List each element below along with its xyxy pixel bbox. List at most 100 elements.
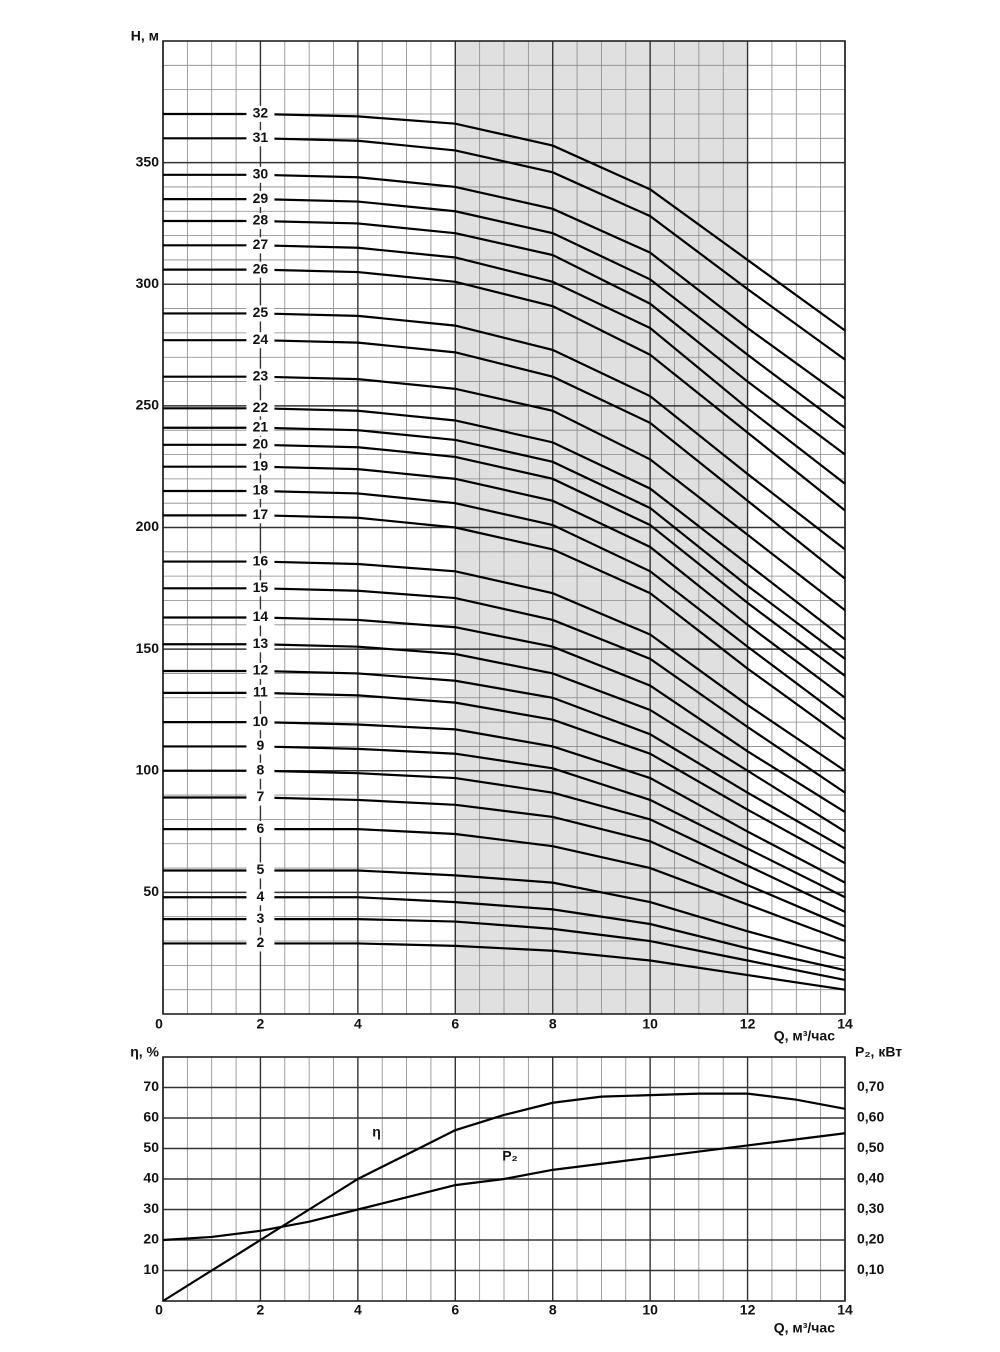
x-tick-label: 12 — [740, 1016, 756, 1032]
label-bg — [246, 191, 275, 208]
y-tick-label: 50 — [143, 883, 159, 899]
x-tick-label: 10 — [642, 1302, 658, 1318]
curve — [163, 828, 846, 943]
label-bg — [246, 166, 275, 183]
y2-tick-label: 0,70 — [857, 1078, 884, 1094]
curve-label: 25 — [253, 304, 269, 320]
x-tick-label: 2 — [257, 1302, 265, 1318]
label-bg — [246, 580, 275, 597]
y-tick-label: 40 — [143, 1170, 159, 1186]
curve — [163, 198, 846, 429]
label-bg — [246, 436, 275, 453]
x-tick-label: 14 — [837, 1302, 853, 1318]
curve — [163, 268, 846, 512]
curve — [163, 465, 846, 699]
curve-label: 19 — [253, 457, 269, 473]
y2-tick-label: 0,20 — [857, 1231, 884, 1247]
label-bg — [246, 714, 275, 731]
x-tick-label: 4 — [354, 1302, 362, 1318]
x-tick-label: 8 — [549, 1302, 557, 1318]
y-tick-label: 30 — [143, 1200, 159, 1216]
y-tick-label: 150 — [136, 640, 160, 656]
x-tick-label: 10 — [642, 1016, 658, 1032]
label-bg — [246, 911, 275, 928]
curve — [163, 587, 846, 794]
label-bg — [246, 419, 275, 436]
y-tick-label: 20 — [143, 1231, 159, 1247]
curve-label: 7 — [257, 788, 265, 804]
y-tick-label: 350 — [136, 153, 160, 169]
curve — [163, 796, 846, 928]
y-tick-label: 50 — [143, 1139, 159, 1155]
curve — [163, 560, 846, 772]
curve-label: 18 — [253, 482, 269, 498]
label-bg — [246, 507, 275, 524]
label-bg — [246, 738, 275, 755]
label-bg — [246, 789, 275, 806]
curve-label: 29 — [253, 190, 269, 206]
curve — [163, 489, 846, 721]
curve-label: 31 — [253, 129, 269, 145]
curve — [163, 669, 846, 850]
label-bg — [246, 400, 275, 417]
label-bg — [246, 762, 275, 779]
label-bg — [246, 636, 275, 653]
curve-label: 23 — [253, 367, 269, 383]
curve — [162, 1092, 846, 1302]
y-tick-label: 100 — [136, 761, 160, 777]
x-tick-label: 14 — [837, 1016, 853, 1032]
curve — [163, 896, 846, 972]
x-tick-label: 8 — [549, 1016, 557, 1032]
curve-label: η — [372, 1123, 381, 1139]
curve-label: 26 — [253, 260, 269, 276]
curve — [163, 112, 846, 332]
curve — [163, 173, 846, 400]
curve — [163, 375, 846, 612]
y-axis-label: η, % — [130, 1044, 159, 1060]
curve-label: 28 — [253, 212, 269, 228]
curve-label: 10 — [253, 713, 269, 729]
curve — [163, 339, 846, 580]
curve-label: 24 — [253, 331, 269, 347]
curve — [163, 942, 846, 991]
label-bg — [246, 237, 275, 254]
curve-label: 15 — [253, 579, 269, 595]
y-tick-label: 60 — [143, 1109, 159, 1125]
y-tick-label: 70 — [143, 1078, 159, 1094]
x-axis-label: Q, м³/час — [774, 1320, 835, 1336]
curve-label: 27 — [253, 236, 269, 252]
curve-label: 12 — [253, 662, 269, 678]
label-bg — [246, 935, 275, 952]
label-bg — [246, 889, 275, 906]
y-tick-label: 10 — [143, 1261, 159, 1277]
curve — [163, 643, 846, 833]
y-tick-label: 250 — [136, 397, 160, 413]
x-axis-label: Q, м³/час — [774, 1028, 835, 1044]
curve-label: 20 — [253, 435, 269, 451]
curve — [163, 691, 846, 865]
y2-tick-label: 0,10 — [857, 1261, 884, 1277]
curve-label: 21 — [253, 418, 269, 434]
curve — [163, 426, 846, 660]
label-bg — [246, 553, 275, 570]
curve — [163, 137, 846, 361]
label-bg — [246, 130, 275, 147]
label-bg — [246, 458, 275, 475]
x-tick-label: 2 — [257, 1016, 265, 1032]
curve — [163, 721, 846, 884]
curve-label: P₂ — [502, 1148, 518, 1164]
curve-label: 22 — [253, 399, 269, 415]
label-bg — [246, 684, 275, 701]
label-bg — [246, 332, 275, 349]
curve — [163, 745, 846, 899]
y-tick-label: 200 — [136, 518, 160, 534]
y-axis-label: H, м — [131, 28, 159, 44]
curve — [163, 219, 846, 456]
curve-label: 13 — [253, 635, 269, 651]
x-tick-label: 12 — [740, 1302, 756, 1318]
label-bg — [246, 821, 275, 838]
label-bg — [246, 105, 275, 122]
curve — [162, 1132, 846, 1242]
label-bg — [246, 305, 275, 322]
